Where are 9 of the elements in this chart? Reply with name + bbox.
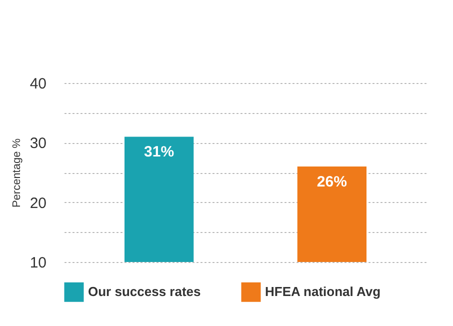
legend-label: Our success rates (88, 284, 201, 300)
y-tick-label: 20 (30, 194, 46, 212)
y-tick-label: 30 (30, 135, 46, 152)
y-axis-title: Percentage % (10, 138, 23, 208)
y-tick-label: 10 (30, 254, 46, 272)
data-label: 31% (144, 144, 174, 161)
legend-label: HFEA national Avg (265, 284, 381, 300)
data-label: 26% (316, 174, 347, 191)
y-tick-label: 40 (30, 76, 46, 92)
